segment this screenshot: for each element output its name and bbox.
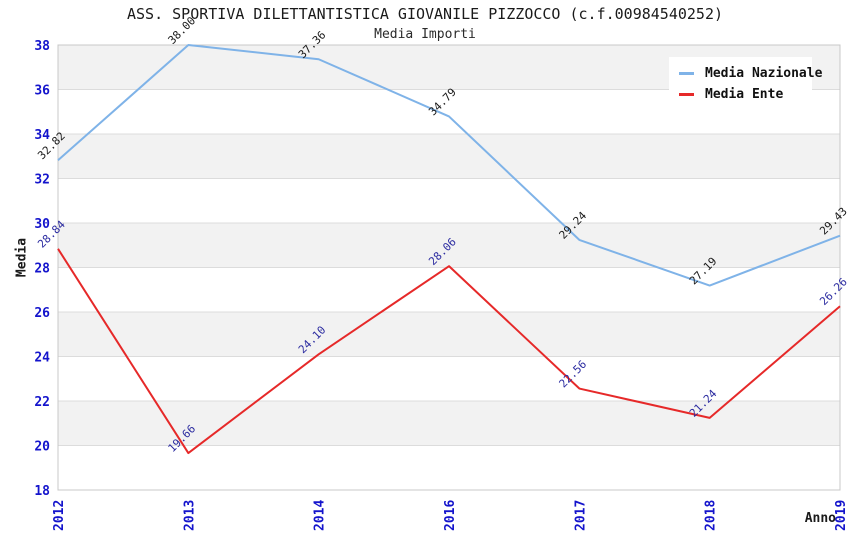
y-tick-label: 38	[34, 39, 50, 54]
y-tick-label: 20	[34, 440, 50, 455]
legend-item-media-nazionale: Media Nazionale	[679, 63, 822, 84]
x-tick-label: 2019	[834, 500, 849, 531]
x-tick-label: 2017	[573, 500, 588, 531]
y-tick-label: 22	[34, 395, 50, 410]
y-tick-label: 18	[34, 484, 50, 499]
x-tick-label: 2014	[313, 500, 328, 531]
series-line-1	[57, 248, 841, 455]
plot-band	[58, 178, 840, 223]
chart-title: ASS. SPORTIVA DILETTANTISTICA GIOVANILE …	[126, 5, 724, 23]
media-ente-line-swatch	[679, 93, 694, 96]
y-axis-title: Media	[14, 237, 30, 278]
legend-label-media-ente: Media Ente	[705, 87, 784, 102]
plot-band	[58, 267, 840, 312]
y-tick-label: 26	[34, 306, 50, 321]
chart-subtitle: Media Importi	[374, 27, 476, 42]
plot-band	[58, 134, 840, 179]
legend: Media Nazionale Media Ente	[669, 57, 822, 111]
plot-band	[58, 312, 840, 357]
x-tick-label: 2013	[182, 500, 197, 531]
x-tick-label: 2012	[52, 500, 67, 531]
series-line-0	[57, 44, 841, 287]
plot-band	[58, 356, 840, 401]
plot-band	[58, 223, 840, 268]
legend-label-media-nazionale: Media Nazionale	[705, 66, 823, 81]
y-tick-label: 34	[34, 128, 50, 143]
y-tick-label: 24	[34, 351, 50, 366]
plot-border	[57, 44, 841, 491]
legend-item-media-ente: Media Ente	[679, 84, 802, 105]
media-nazionale-line-swatch	[679, 72, 694, 75]
x-tick-label: 2018	[704, 500, 719, 531]
x-tick-label: 2016	[443, 500, 458, 531]
x-axis-title: Anno	[804, 511, 836, 526]
plot-band	[58, 401, 840, 446]
y-tick-label: 36	[34, 84, 50, 99]
y-tick-label: 32	[34, 173, 50, 188]
point-label: 38.00	[166, 14, 199, 47]
y-tick-label: 30	[34, 217, 50, 232]
y-tick-label: 28	[34, 262, 50, 277]
